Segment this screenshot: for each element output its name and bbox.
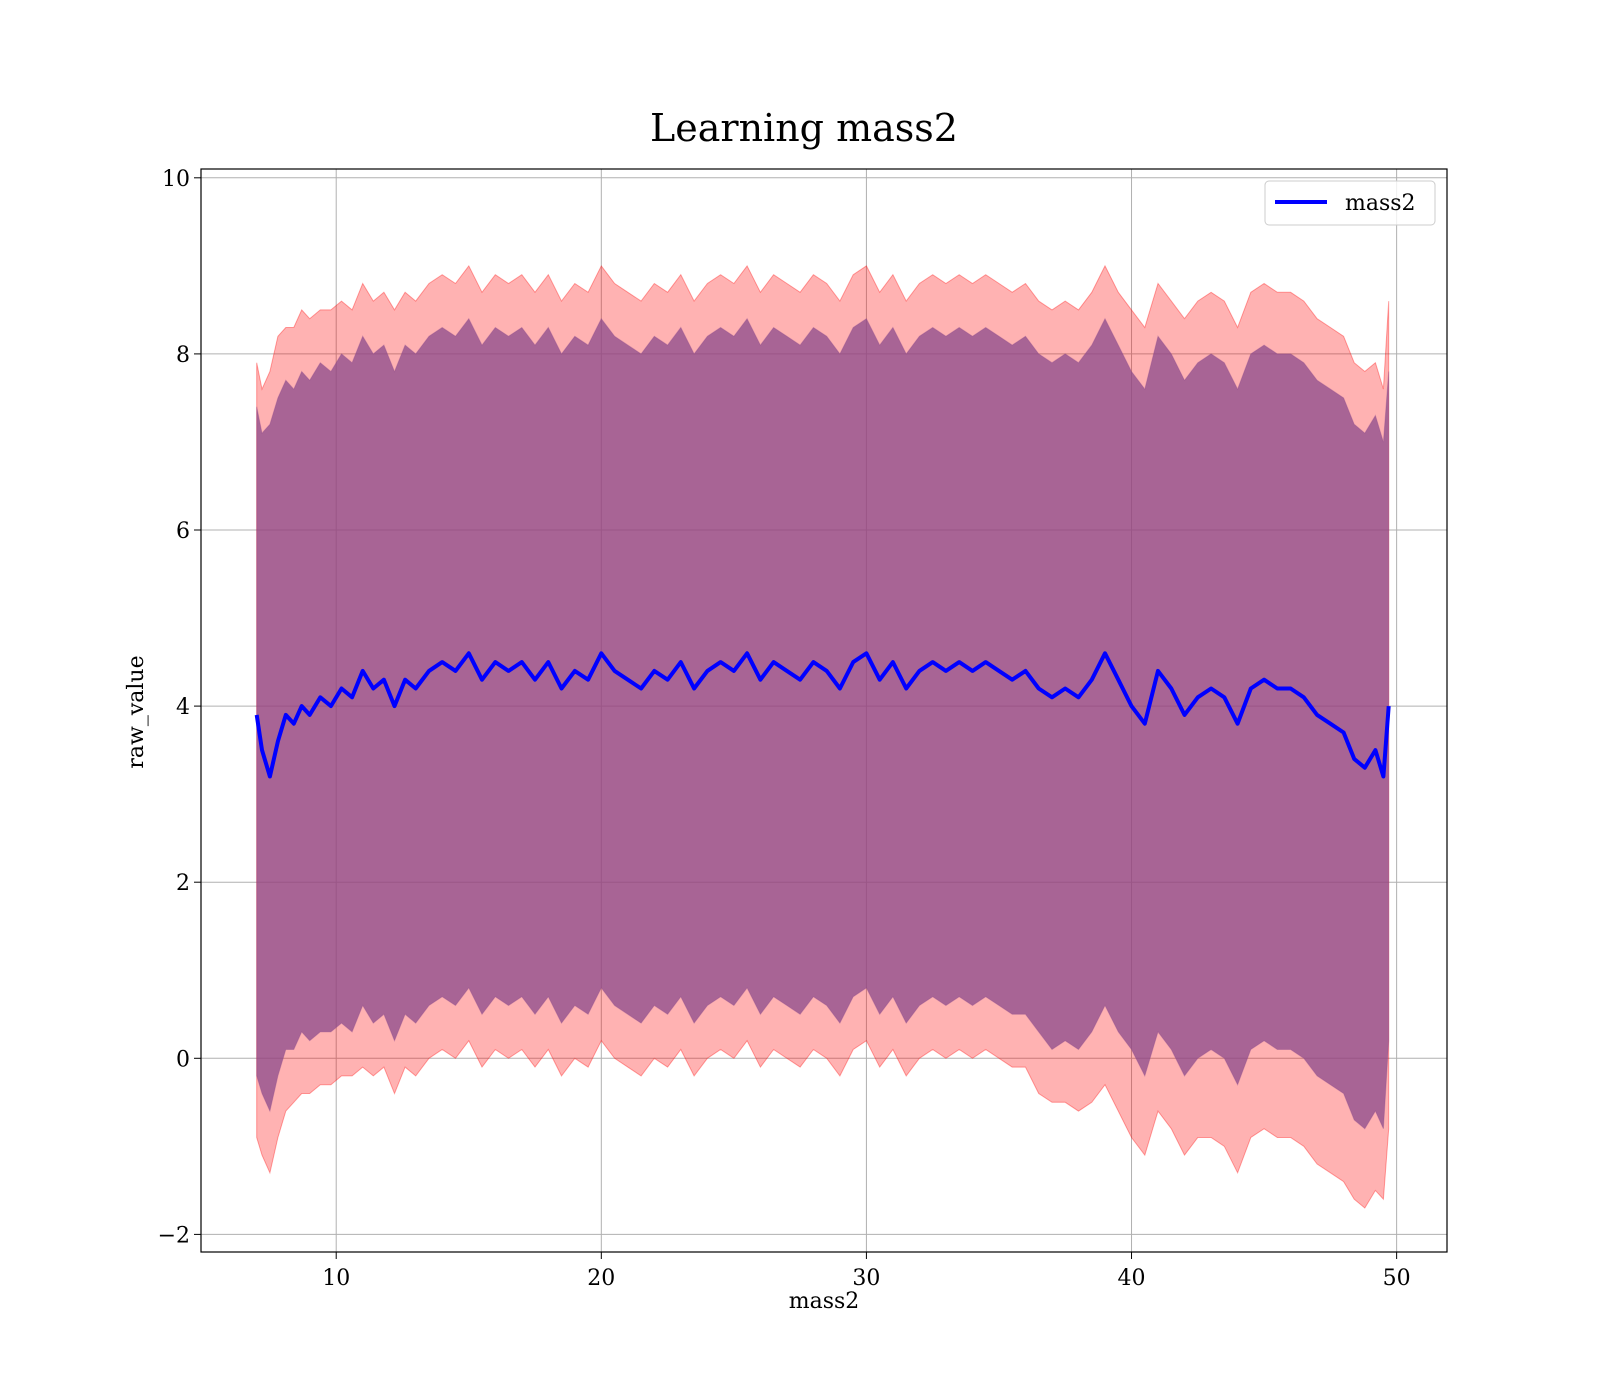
x-tick-label: 50	[1383, 1266, 1411, 1291]
y-tick-label: 6	[176, 519, 190, 544]
x-tick-label: 30	[852, 1266, 880, 1291]
line-layer	[254, 651, 1391, 779]
y-tick-label: 4	[176, 695, 190, 720]
x-tick-label: 20	[587, 1266, 615, 1291]
y-tick-label: 0	[176, 1047, 190, 1072]
y-tick-label: −2	[158, 1223, 190, 1248]
bands-layer	[256, 264, 1390, 1209]
x-tick-label: 10	[322, 1266, 350, 1291]
band-inner	[256, 317, 1390, 1130]
series-line-mass2	[254, 651, 1391, 779]
legend: mass2	[1264, 180, 1436, 226]
y-tick-label: 10	[162, 167, 190, 192]
plot-frame	[200, 168, 1448, 1253]
x-axis-label: mass2	[789, 1289, 860, 1314]
y-tick-label: 8	[176, 343, 190, 368]
y-tick-label: 2	[176, 871, 190, 896]
tick-layer: 10 20 30 40 50 −2 0 2 4 6 8 10	[158, 167, 1411, 1291]
x-tick-label: 40	[1118, 1266, 1146, 1291]
y-axis-label: raw_value	[124, 655, 149, 768]
legend-label-mass2: mass2	[1345, 191, 1416, 216]
legend-box	[1264, 180, 1436, 226]
chart-title: Learning mass2	[650, 106, 958, 150]
